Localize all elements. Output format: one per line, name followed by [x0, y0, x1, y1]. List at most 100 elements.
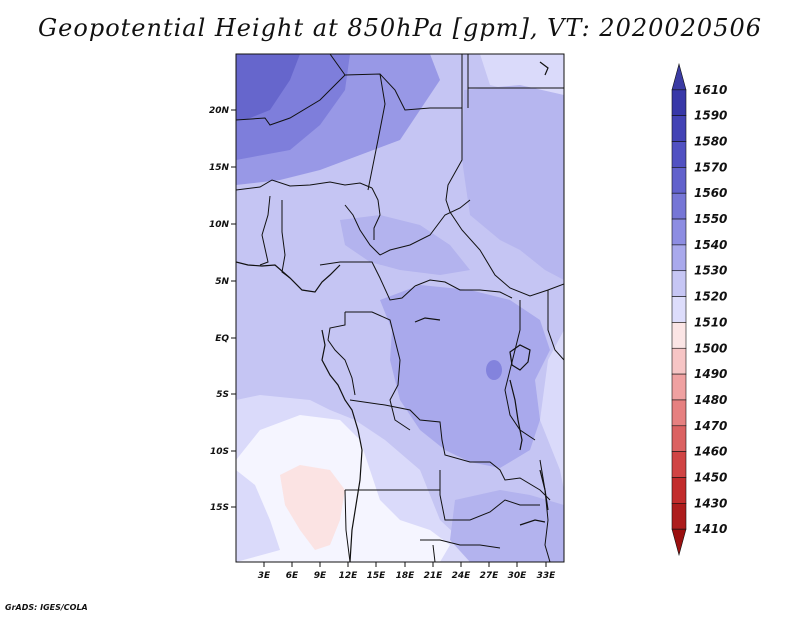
lat-label: 15S [210, 503, 229, 513]
colorbar-label: 1510 [694, 315, 727, 329]
field-1570-nw [236, 54, 300, 120]
border-chad-nigeria [371, 187, 381, 240]
coast-west-south [321, 329, 363, 562]
lat-label: 5S [216, 390, 229, 400]
height-field [236, 54, 564, 562]
colorbar-label: 1450 [694, 470, 727, 484]
lon-label: 24E [452, 571, 472, 581]
colorbar: 1610 1590 1580 1570 1560 1550 1540 1530 1520 1510… [671, 62, 727, 557]
coast-red-sea [539, 61, 549, 76]
colorbar-label: 1530 [694, 264, 727, 278]
lake-malawi [539, 469, 549, 511]
colorbar-label: 1410 [694, 522, 727, 536]
border-namibia-botswana [344, 489, 351, 562]
lat-label: 15N [209, 163, 230, 173]
colorbar-swatch [671, 528, 687, 557]
lat-label: 10N [209, 220, 230, 230]
river-congo-a [414, 317, 441, 323]
colorbar-swatch [671, 89, 687, 116]
colorbar-swatch [671, 192, 687, 220]
lon-label: 30E [508, 571, 528, 581]
colorbar-swatch [671, 451, 687, 478]
colorbar-label: 1610 [694, 83, 727, 97]
border-cameroon-south [319, 261, 416, 301]
colorbar-swatch [671, 373, 687, 401]
lat-label: 10S [210, 447, 229, 457]
field-1540-congo [380, 285, 550, 468]
colorbar-label: 1460 [694, 445, 727, 459]
lake-tanganyika [509, 379, 523, 451]
lon-label: 15E [367, 571, 387, 581]
lat-label: 5N [215, 277, 229, 287]
border-sahel-north [236, 54, 463, 126]
field-1540-south [450, 490, 564, 562]
colorbar-label: 1570 [694, 160, 727, 174]
colorbar-swatch [671, 115, 687, 142]
field-patch [486, 360, 502, 380]
coast-gulf-guinea [236, 261, 341, 293]
colorbar-label: 1550 [694, 212, 727, 226]
credit-text: GrADS: IGES/COLA [5, 603, 88, 612]
colorbar-swatch [671, 218, 687, 246]
border-mali-burkina [236, 179, 373, 191]
lat-axis [231, 109, 236, 508]
border-south [432, 544, 436, 562]
colorbar-swatch [671, 503, 687, 530]
border-angola-drc [349, 399, 551, 501]
border-botswana [420, 539, 501, 549]
country-borders [236, 54, 564, 562]
border-gabon [327, 312, 356, 396]
colorbar-label: 1490 [694, 367, 727, 381]
coastlines [236, 61, 549, 562]
colorbar-label: 1470 [694, 419, 727, 433]
colorbar-swatch [671, 62, 687, 91]
lon-label: 21E [424, 571, 444, 581]
lon-axis [263, 562, 547, 567]
colorbar-label: 1430 [694, 496, 727, 510]
border-ghana [259, 195, 271, 266]
colorbar-swatch [671, 425, 687, 452]
border-sudan [445, 108, 564, 297]
colorbar-label: 1520 [694, 290, 727, 304]
colorbar-swatch [671, 296, 687, 323]
border-congo [345, 311, 411, 431]
border-kenya [547, 290, 564, 361]
colorbar-label: 1480 [694, 393, 727, 407]
border-nigeria-cameroon [344, 204, 381, 256]
border-chad-car [379, 199, 471, 256]
lon-label: 27E [480, 571, 500, 581]
border-niger-chad [367, 73, 386, 191]
lon-label: 9E [314, 571, 327, 581]
border-uganda-rwanda [504, 300, 536, 441]
border-malawi-mozambique [539, 459, 551, 562]
colorbar-swatch [671, 322, 687, 349]
lat-label: EQ [215, 334, 229, 344]
border-zambia [439, 470, 540, 521]
lat-label: 20N [209, 106, 230, 116]
lon-labels: 3E 6E 9E 12E 15E 18E 21E 24E 27E 30E 33E [258, 571, 556, 581]
field-1540-east [462, 85, 564, 280]
lon-label: 6E [286, 571, 299, 581]
colorbar-swatch [671, 244, 687, 272]
field-1520-coast [236, 470, 280, 562]
lake-kariba [519, 519, 546, 526]
colorbar-label: 1540 [694, 238, 727, 252]
lon-label: 18E [396, 571, 416, 581]
lon-label: 12E [339, 571, 359, 581]
map-title: Geopotential Height at 850hPa [gpm], VT:… [38, 14, 762, 42]
colorbar-label: 1500 [694, 341, 727, 355]
colorbar-swatch [671, 399, 687, 427]
border-algeria [329, 54, 346, 76]
colorbar-swatch [671, 167, 687, 194]
colorbar-swatch [671, 141, 687, 168]
lon-label: 3E [258, 571, 271, 581]
field-1540-central [340, 215, 470, 275]
border-car-drc [414, 279, 513, 299]
colorbar-swatch [671, 477, 687, 504]
colorbar-label: 1590 [694, 109, 727, 123]
lon-label: 33E [537, 571, 557, 581]
colorbar-label: 1560 [694, 186, 727, 200]
field-1500-sw [280, 465, 345, 550]
colorbar-label: 1580 [694, 135, 727, 149]
